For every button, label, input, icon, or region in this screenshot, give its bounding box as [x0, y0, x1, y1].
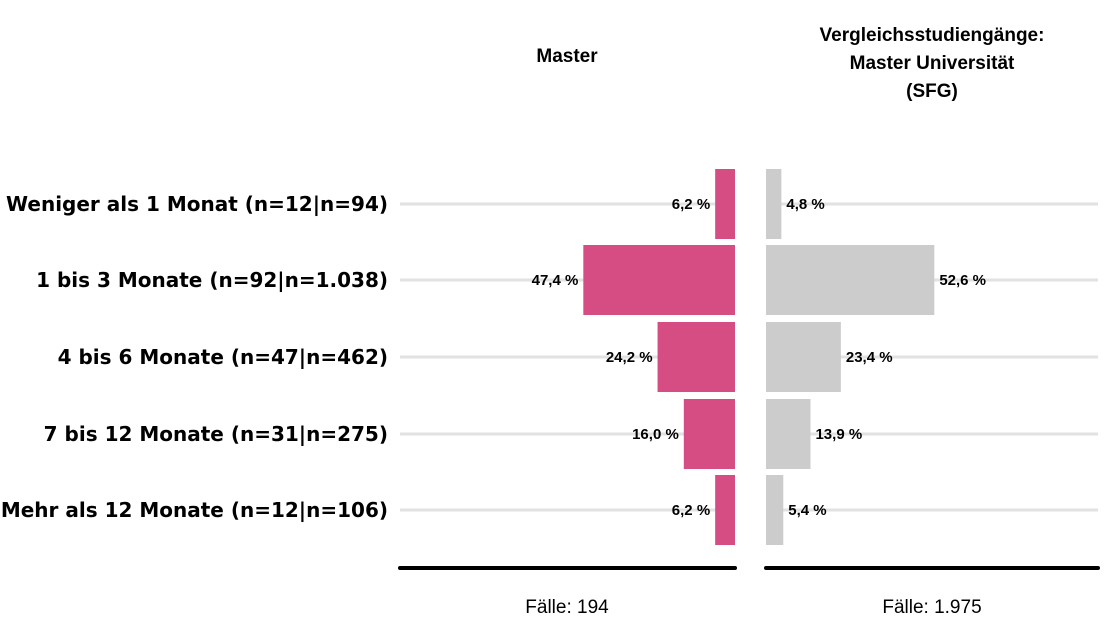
bar-comparison — [766, 322, 841, 392]
value-label-comparison: 23,4 % — [846, 349, 893, 366]
bar-comparison — [766, 245, 935, 315]
value-label-master: 24,2 % — [606, 349, 653, 366]
bar-comparison — [766, 169, 782, 239]
column-title-comparison: (SFG) — [906, 81, 958, 102]
bar-master — [715, 475, 735, 545]
value-label-master: 16,0 % — [632, 426, 679, 443]
value-label-master: 6,2 % — [672, 502, 710, 519]
cases-label-comparison: Fälle: 1.975 — [882, 597, 981, 618]
column-title-comparison: Vergleichsstudiengänge: — [820, 25, 1045, 46]
category-label: 1 bis 3 Monate (n=92|n=1.038) — [36, 268, 388, 292]
category-label: Weniger als 1 Monat (n=12|n=94) — [6, 192, 388, 216]
value-label-master: 6,2 % — [672, 196, 710, 213]
value-label-comparison: 5,4 % — [788, 502, 826, 519]
bar-comparison — [766, 475, 784, 545]
value-label-comparison: 4,8 % — [786, 196, 824, 213]
column-title-master: Master — [536, 46, 598, 67]
cases-label-master: Fälle: 194 — [525, 597, 609, 618]
value-label-comparison: 52,6 % — [939, 272, 986, 289]
value-label-comparison: 13,9 % — [815, 426, 862, 443]
bar-comparison — [766, 399, 811, 469]
category-label: Mehr als 12 Monate (n=12|n=106) — [1, 498, 388, 522]
category-label: 7 bis 12 Monate (n=31|n=275) — [44, 422, 388, 446]
bar-master — [683, 399, 735, 469]
bar-master — [583, 245, 735, 315]
bar-master — [657, 322, 735, 392]
column-title-comparison: Master Universität — [850, 53, 1015, 74]
bar-master — [715, 169, 735, 239]
value-label-master: 47,4 % — [532, 272, 579, 289]
category-label: 4 bis 6 Monate (n=47|n=462) — [58, 345, 388, 369]
